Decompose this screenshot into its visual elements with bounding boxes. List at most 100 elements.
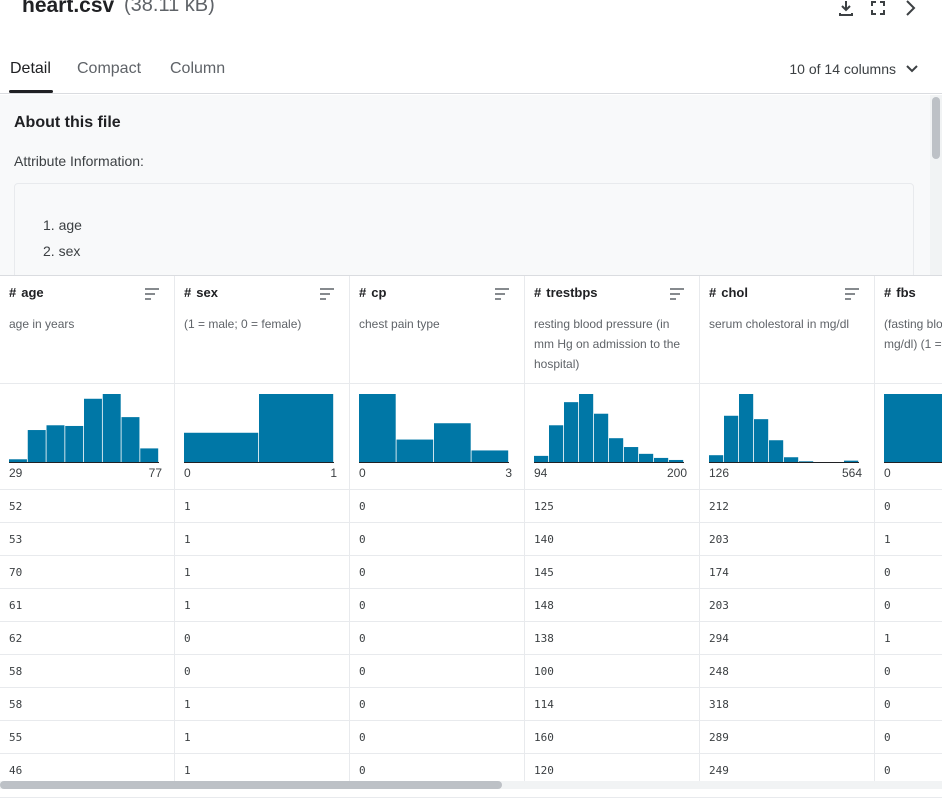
histogram-bar[interactable] bbox=[184, 432, 259, 462]
table-cell[interactable]: 114 bbox=[525, 688, 699, 721]
table-cell[interactable]: 0 bbox=[350, 556, 524, 589]
histogram-bar[interactable] bbox=[140, 448, 159, 462]
histogram-bar[interactable] bbox=[594, 413, 609, 462]
histogram-bar[interactable] bbox=[784, 457, 799, 462]
histogram-bar[interactable] bbox=[549, 425, 564, 462]
table-cell[interactable]: 0 bbox=[350, 688, 524, 721]
table-cell[interactable]: 62 bbox=[0, 622, 174, 655]
columns-selector[interactable]: 10 of 14 columns bbox=[789, 61, 918, 77]
table-cell[interactable]: 53 bbox=[0, 523, 174, 556]
table-cell[interactable]: 61 bbox=[0, 589, 174, 622]
histogram-bar[interactable] bbox=[769, 440, 784, 462]
histogram-bar[interactable] bbox=[396, 439, 434, 462]
table-cell[interactable]: 160 bbox=[525, 721, 699, 754]
table-cell[interactable]: 0 bbox=[350, 523, 524, 556]
table-cell[interactable]: 52 bbox=[0, 490, 174, 523]
column-header[interactable]: # fbs (fasting blood sugar > 120 mg/dl) (1… bbox=[875, 276, 942, 383]
table-cell[interactable]: 100 bbox=[525, 655, 699, 688]
table-cell[interactable]: 70 bbox=[0, 556, 174, 589]
tab-compact[interactable]: Compact bbox=[77, 60, 142, 77]
table-cell[interactable]: 248 bbox=[700, 655, 874, 688]
table-cell[interactable]: 0 bbox=[875, 589, 942, 622]
table-cell[interactable]: 203 bbox=[700, 523, 874, 556]
histogram-bar[interactable] bbox=[884, 394, 942, 462]
table-cell[interactable]: 0 bbox=[875, 490, 942, 523]
table-cell[interactable]: 55 bbox=[0, 721, 174, 754]
sort-icon[interactable] bbox=[494, 287, 510, 301]
table-cell[interactable]: 58 bbox=[0, 688, 174, 721]
table-cell[interactable]: 0 bbox=[175, 655, 349, 688]
sort-icon[interactable] bbox=[844, 287, 860, 301]
histogram-bar[interactable] bbox=[709, 455, 724, 462]
table-cell[interactable]: 1 bbox=[175, 688, 349, 721]
column-header[interactable]: # sex (1 = male; 0 = female) bbox=[175, 276, 349, 383]
tab-detail[interactable]: Detail bbox=[10, 60, 51, 77]
table-cell[interactable]: 203 bbox=[700, 589, 874, 622]
sort-icon[interactable] bbox=[319, 287, 335, 301]
histogram-bar[interactable] bbox=[46, 425, 65, 462]
histogram-bar[interactable] bbox=[121, 417, 140, 462]
about-scrollbar[interactable] bbox=[930, 95, 942, 275]
table-cell[interactable]: 0 bbox=[875, 688, 942, 721]
table-cell[interactable]: 140 bbox=[525, 523, 699, 556]
histogram-bar[interactable] bbox=[739, 394, 754, 462]
table-cell[interactable]: 58 bbox=[0, 655, 174, 688]
table-cell[interactable]: 0 bbox=[175, 622, 349, 655]
table-cell[interactable]: 212 bbox=[700, 490, 874, 523]
table-cell[interactable]: 0 bbox=[350, 490, 524, 523]
histogram-bar[interactable] bbox=[471, 450, 509, 462]
table-cell[interactable]: 1 bbox=[175, 490, 349, 523]
histogram-bar[interactable] bbox=[844, 460, 859, 462]
histogram-bar[interactable] bbox=[609, 438, 624, 462]
table-cell[interactable]: 0 bbox=[350, 721, 524, 754]
table-cell[interactable]: 318 bbox=[700, 688, 874, 721]
histogram-bar[interactable] bbox=[27, 430, 46, 462]
histogram-bar[interactable] bbox=[799, 461, 814, 462]
column-header[interactable]: # age age in years bbox=[0, 276, 174, 383]
sort-icon[interactable] bbox=[144, 287, 160, 301]
table-cell[interactable]: 0 bbox=[875, 556, 942, 589]
histogram-bar[interactable] bbox=[84, 398, 102, 462]
table-cell[interactable]: 1 bbox=[175, 523, 349, 556]
table-cell[interactable]: 1 bbox=[875, 622, 942, 655]
table-cell[interactable]: 1 bbox=[175, 721, 349, 754]
table-cell[interactable]: 0 bbox=[875, 721, 942, 754]
table-cell[interactable]: 0 bbox=[875, 655, 942, 688]
column-header[interactable]: # chol serum cholestoral in mg/dl bbox=[700, 276, 874, 383]
table-cell[interactable]: 0 bbox=[350, 622, 524, 655]
histogram-bar[interactable] bbox=[259, 394, 334, 462]
histogram-bar[interactable] bbox=[359, 394, 396, 462]
table-cell[interactable]: 294 bbox=[700, 622, 874, 655]
histogram-bar[interactable] bbox=[434, 423, 471, 462]
histogram-bar[interactable] bbox=[754, 419, 769, 462]
table-cell[interactable]: 289 bbox=[700, 721, 874, 754]
sort-icon[interactable] bbox=[669, 287, 685, 301]
table-cell[interactable]: 174 bbox=[700, 556, 874, 589]
table-cell[interactable]: 1 bbox=[175, 589, 349, 622]
fullscreen-icon[interactable] bbox=[867, 0, 889, 19]
table-cell[interactable]: 145 bbox=[525, 556, 699, 589]
table-cell[interactable]: 0 bbox=[350, 589, 524, 622]
table-cell[interactable]: 1 bbox=[175, 556, 349, 589]
histogram-bar[interactable] bbox=[534, 455, 549, 462]
histogram-bar[interactable] bbox=[669, 459, 684, 462]
column-header[interactable]: # trestbps resting blood pressure (in mm H… bbox=[525, 276, 699, 383]
horizontal-scroll-thumb[interactable] bbox=[0, 781, 502, 789]
table-cell[interactable]: 1 bbox=[875, 523, 942, 556]
download-icon[interactable] bbox=[835, 0, 857, 19]
table-cell[interactable]: 148 bbox=[525, 589, 699, 622]
table-cell[interactable]: 138 bbox=[525, 622, 699, 655]
table-cell[interactable]: 125 bbox=[525, 490, 699, 523]
histogram-bar[interactable] bbox=[579, 394, 594, 462]
histogram-bar[interactable] bbox=[654, 457, 669, 462]
histogram-bar[interactable] bbox=[624, 447, 639, 462]
histogram-bar[interactable] bbox=[65, 425, 84, 462]
column-header[interactable]: # cp chest pain type bbox=[350, 276, 524, 383]
about-scroll-thumb[interactable] bbox=[932, 97, 940, 159]
histogram-bar[interactable] bbox=[639, 453, 654, 462]
histogram-bar[interactable] bbox=[9, 459, 27, 462]
tab-column[interactable]: Column bbox=[170, 60, 226, 77]
table-cell[interactable]: 0 bbox=[350, 655, 524, 688]
histogram-bar[interactable] bbox=[564, 402, 579, 462]
histogram-bar[interactable] bbox=[724, 415, 739, 462]
